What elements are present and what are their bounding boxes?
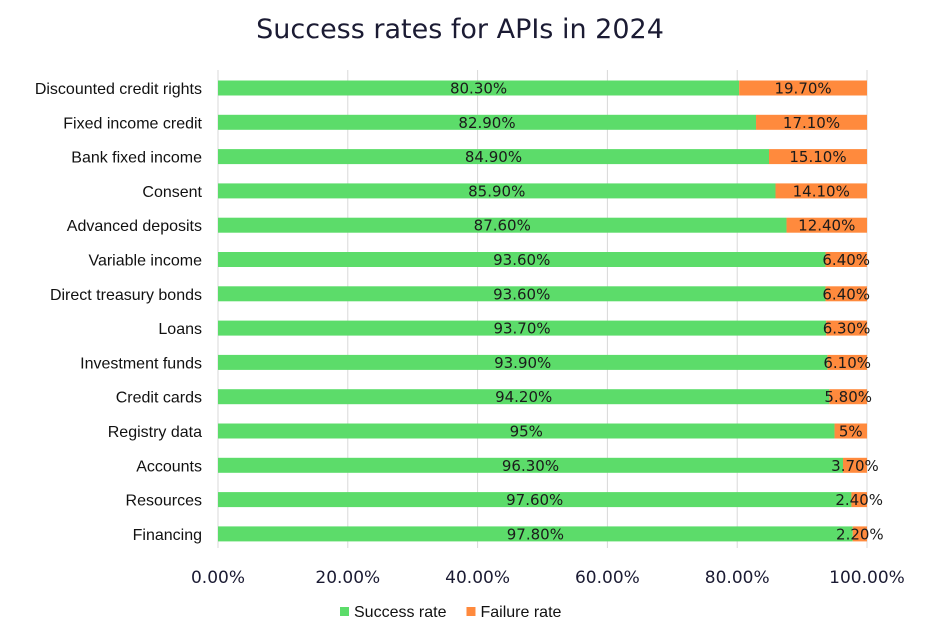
- bar-success: [218, 526, 853, 542]
- data-label: 19.70%: [774, 80, 831, 98]
- bar-failure: [834, 423, 867, 439]
- data-label: 95%: [510, 423, 543, 441]
- category-label: Investment funds: [80, 355, 202, 372]
- data-label: 6.40%: [822, 285, 870, 303]
- bar-failure: [842, 457, 867, 473]
- data-label: 15.10%: [789, 148, 846, 166]
- category-label: Credit cards: [116, 390, 202, 407]
- x-tick-label: 0.00%: [191, 568, 245, 588]
- bar-failure: [852, 526, 867, 542]
- bar-success: [218, 354, 828, 370]
- data-label: 14.10%: [793, 182, 850, 200]
- data-label: 2.40%: [835, 491, 883, 509]
- bar-success: [218, 114, 757, 130]
- data-label: 96.30%: [502, 457, 559, 475]
- legend-swatch: [466, 607, 476, 616]
- bar-success: [218, 80, 740, 96]
- data-label: 93.60%: [493, 285, 550, 303]
- bar-failure: [827, 354, 867, 370]
- category-label: Consent: [142, 184, 202, 201]
- legend-label: Success rate: [354, 604, 447, 621]
- x-tick-label: 80.00%: [705, 568, 770, 588]
- data-label: 97.80%: [507, 525, 564, 543]
- bar-failure: [786, 217, 867, 233]
- x-tick-label: 100.00%: [829, 568, 905, 588]
- bar-success: [218, 183, 776, 199]
- bar-success: [218, 320, 827, 336]
- data-label: 2.20%: [836, 525, 884, 543]
- category-label: Variable income: [88, 253, 202, 270]
- category-label: Registry data: [108, 424, 202, 441]
- category-label: Financing: [133, 527, 202, 544]
- data-label: 93.90%: [494, 354, 551, 372]
- bar-failure: [825, 252, 867, 267]
- data-label: 93.60%: [493, 251, 550, 269]
- data-label: 82.90%: [458, 114, 515, 132]
- bar-failure: [775, 183, 867, 199]
- bar-failure: [769, 149, 867, 165]
- bar-success: [218, 286, 826, 302]
- data-label: 6.30%: [823, 320, 871, 338]
- bar-success: [218, 423, 835, 439]
- bar-failure: [826, 320, 867, 336]
- bar-success: [218, 217, 787, 233]
- category-label: Discounted credit rights: [35, 81, 202, 98]
- category-label: Advanced deposits: [67, 218, 202, 235]
- data-label: 93.70%: [493, 320, 550, 338]
- bar-success: [218, 149, 770, 165]
- data-label: 17.10%: [783, 114, 840, 132]
- data-label: 5%: [839, 423, 863, 441]
- bar-failure: [829, 389, 867, 405]
- category-label: Bank fixed income: [71, 150, 202, 167]
- bar-success: [218, 389, 830, 405]
- bar-failure: [739, 80, 867, 96]
- data-label: 3.70%: [831, 457, 879, 475]
- category-label: Resources: [126, 493, 202, 510]
- bar-failure: [756, 114, 867, 130]
- chart-title: Success rates for APIs in 2024: [256, 14, 664, 45]
- data-label: 97.60%: [506, 491, 563, 509]
- data-label: 87.60%: [474, 217, 531, 235]
- category-label: Loans: [158, 321, 202, 338]
- data-label: 84.90%: [465, 148, 522, 166]
- bar-failure: [851, 492, 867, 508]
- category-label: Direct treasury bonds: [50, 287, 202, 304]
- data-label: 6.10%: [823, 354, 871, 372]
- legend-label: Failure rate: [480, 604, 561, 621]
- bar-failure: [825, 286, 867, 302]
- category-label: Accounts: [136, 458, 202, 475]
- data-label: 6.40%: [822, 251, 870, 269]
- data-label: 12.40%: [798, 217, 855, 235]
- data-label: 80.30%: [450, 80, 507, 98]
- bar-success: [218, 457, 843, 473]
- data-label: 94.20%: [495, 388, 552, 406]
- x-tick-label: 40.00%: [445, 568, 510, 588]
- category-label: Fixed income credit: [63, 115, 202, 132]
- bar-success: [218, 492, 852, 508]
- legend-swatch: [340, 607, 349, 616]
- bar-success: [218, 252, 826, 267]
- data-label: 85.90%: [468, 182, 525, 200]
- x-tick-label: 20.00%: [315, 568, 380, 588]
- x-tick-label: 60.00%: [575, 568, 640, 588]
- data-label: 5.80%: [824, 388, 872, 406]
